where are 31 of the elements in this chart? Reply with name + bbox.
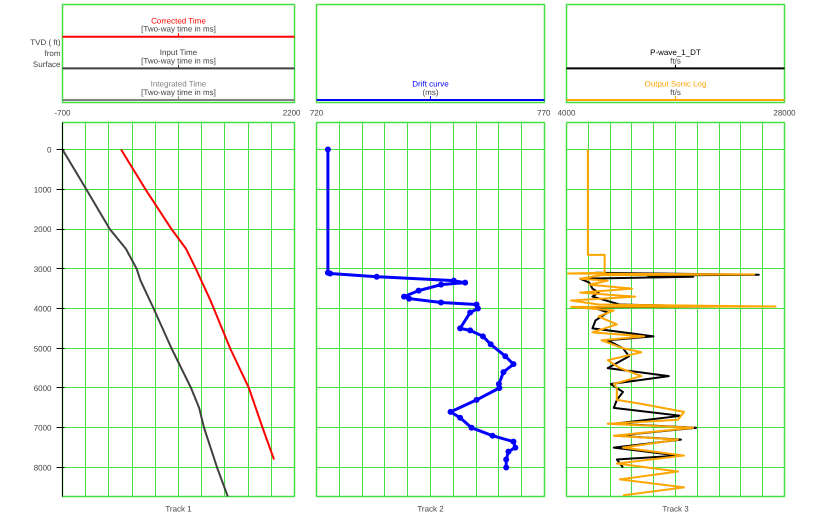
x-axis-title: ft/s: [670, 88, 681, 97]
y-tick-label: 4000: [34, 304, 52, 314]
text: Track 3: [662, 504, 690, 514]
y-tick-label: 1000: [34, 185, 52, 194]
y-tick-label: 0: [47, 146, 52, 155]
y-tick-label: 5000: [34, 344, 52, 354]
x-axis-title: [Two-way time in ms]: [141, 88, 216, 97]
text: P-wave_1_DT: [650, 48, 701, 58]
y-tick-label: 7000: [34, 424, 52, 433]
x-tick-label: 720: [310, 108, 324, 118]
x-tick-label: -700: [54, 108, 72, 118]
x-tick-label: 770: [537, 108, 552, 118]
text: Drift curve: [412, 80, 450, 89]
text: ft/s: [670, 56, 681, 66]
text: Input Time: [160, 48, 198, 58]
x-tick-label: 4000: [558, 108, 576, 118]
text: Corrected Time: [151, 16, 206, 26]
text: Track 1: [165, 504, 192, 514]
text: [Two-way time in ms]: [141, 24, 216, 34]
legend-label: Integrated Time: [150, 80, 207, 89]
x-axis-title: (ms): [422, 88, 439, 97]
y-axis-title: TVD ( ft) from Surface: [30, 38, 62, 69]
y-tick-label: 2000: [34, 225, 52, 234]
x-tick-label: 28000: [773, 108, 796, 118]
y-tick-label: 8000: [34, 463, 52, 472]
text: [Two-way time in ms]: [141, 56, 216, 66]
x-tick-label: 2200: [282, 108, 302, 118]
text: Track 2: [417, 504, 444, 514]
y-tick-label: 6000: [34, 384, 52, 393]
text: Output Sonic Log: [644, 80, 706, 89]
y-tick-label: 3000: [34, 264, 52, 274]
